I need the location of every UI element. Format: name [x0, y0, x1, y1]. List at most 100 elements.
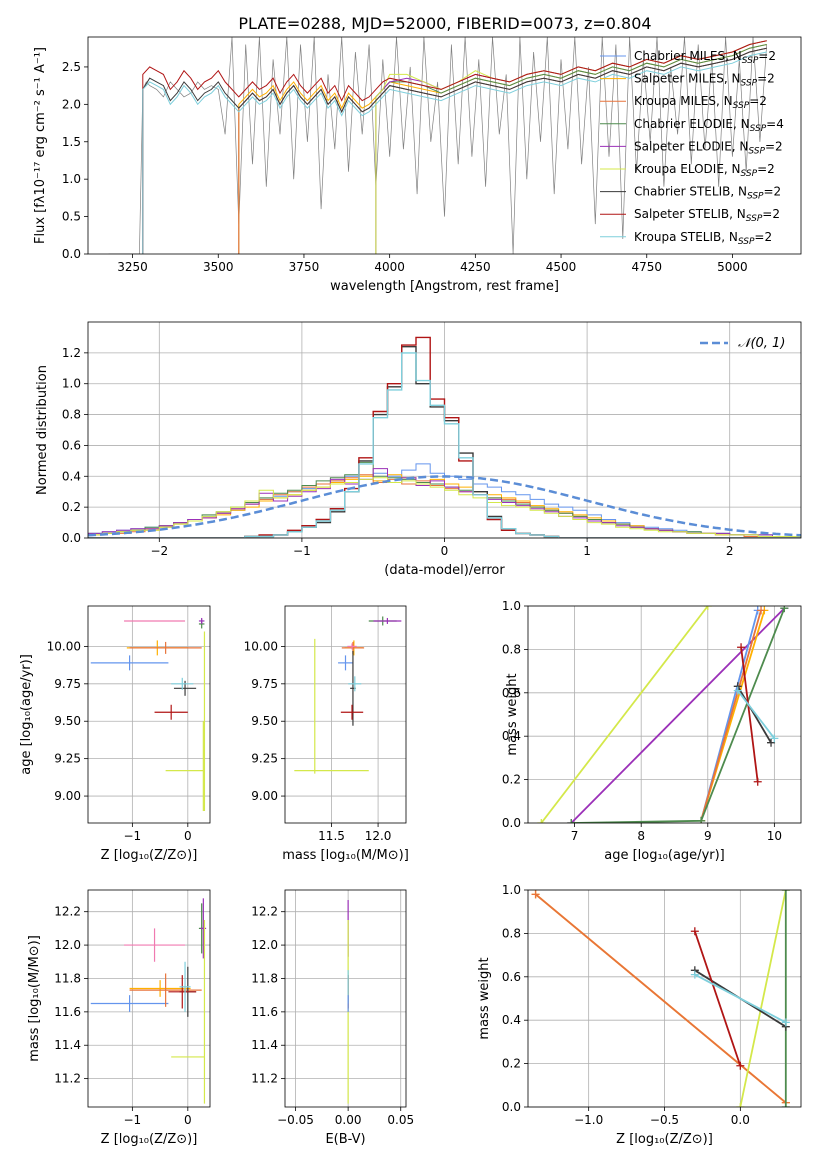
y-tick-label: 9.25 — [54, 752, 81, 766]
legend: 𝒩(0, 1) — [700, 336, 785, 351]
y-tick-label: 0.0 — [62, 247, 81, 261]
x-tick-label: 4750 — [631, 260, 662, 274]
y-tick-label: 11.6 — [54, 1005, 81, 1019]
y-axis-label: mass weight — [477, 957, 492, 1039]
x-axis-label: Z [log₁₀(Z/Z⊙)] — [101, 1132, 198, 1147]
legend-label: 𝒩(0, 1) — [738, 336, 785, 351]
y-tick-label: 1.0 — [62, 172, 81, 186]
x-tick-label: 0.0 — [731, 1113, 750, 1127]
axes-frame — [284, 605, 407, 824]
x-tick-label: 9 — [704, 829, 712, 843]
legend-label: Salpeter ELODIE, NSSP=2 — [634, 139, 783, 156]
series-marker — [567, 819, 576, 823]
axes: −0.05 0.00 0.05 11.2 11.4 11.6 11.8 12.0 12.2 E(B… — [251, 889, 414, 1147]
y-tick-label: 0.6 — [502, 970, 521, 984]
model-line-8 — [142, 51, 767, 254]
series-line-4 — [700, 610, 762, 822]
plot-area — [537, 606, 789, 823]
x-tick-label: 3250 — [117, 260, 148, 274]
plot-area — [90, 898, 207, 1104]
y-tick-label: 0.0 — [62, 531, 81, 545]
y-tick-label: 11.2 — [54, 1072, 81, 1086]
x-axis-label: wavelength [Angstrom, rest frame] — [330, 279, 559, 294]
series-marker — [781, 890, 790, 894]
grid — [528, 605, 801, 824]
y-tick-label: 1.0 — [502, 599, 521, 613]
model-line-7 — [142, 40, 767, 254]
axes: 3250 3500 3750 4000 4250 4500 4750 5000 0.0 0.5 1.… — [33, 36, 802, 294]
series-marker — [531, 890, 540, 899]
y-axis-label: mass weight — [505, 673, 520, 755]
series-marker — [767, 738, 776, 747]
residual-histogram-panel: −2 −1 0 1 2 0.0 0.2 0.4 0.6 0.8 1.0 1.2 (data-model)… — [35, 321, 802, 578]
series-marker — [690, 927, 699, 936]
mass-weight-vs-metallicity-panel: −1.0 −0.5 0.0 0.0 0.2 0.4 0.6 0.8 1.0 Z [log₁₀(Z/… — [477, 883, 802, 1147]
y-tick-label: 9.75 — [251, 677, 278, 691]
plot-area — [531, 890, 790, 1107]
y-tick-label: 11.8 — [54, 971, 81, 985]
y-tick-label: 12.0 — [251, 938, 278, 952]
x-tick-label: 7 — [571, 829, 579, 843]
x-tick-label: 0.05 — [387, 1113, 414, 1127]
series-marker — [781, 1103, 790, 1107]
x-tick-label: 0.00 — [335, 1113, 362, 1127]
legend-label: Kroupa ELODIE, NSSP=2 — [634, 162, 775, 179]
age-vs-metallicity-panel: −1 0 9.00 9.25 9.50 9.75 10.00 Z [log₁₀(Z/Z⊙)] a… — [19, 605, 211, 863]
y-tick-label: 9.50 — [54, 714, 81, 728]
y-tick-label: 9.25 — [251, 752, 278, 766]
y-axis-label: Flux [fλ10⁻¹⁷ erg cm⁻² s⁻¹ A⁻¹] — [33, 47, 48, 244]
axes: −1.0 −0.5 0.0 0.0 0.2 0.4 0.6 0.8 1.0 Z [log₁₀(Z/… — [477, 883, 802, 1147]
axes: −1 0 9.00 9.25 9.50 9.75 10.00 Z [log₁₀(Z/Z⊙)] a… — [19, 605, 211, 863]
x-tick-label: 1 — [583, 544, 591, 558]
y-tick-label: 0.0 — [502, 816, 521, 830]
x-tick-label: −1.0 — [574, 1113, 603, 1127]
axes: −1 0 11.2 11.4 11.6 11.8 12.0 12.2 Z [log₁₀(Z/Z⊙… — [27, 889, 211, 1147]
x-axis-label: E(B-V) — [325, 1132, 365, 1147]
x-tick-label: −2 — [150, 544, 168, 558]
x-tick-label: −1 — [124, 829, 142, 843]
axes-frame — [527, 889, 802, 1108]
y-tick-label: 10.00 — [244, 639, 278, 653]
legend-label: Chabrier ELODIE, NSSP=4 — [634, 117, 784, 134]
series-line-6 — [694, 973, 787, 1024]
y-tick-label: 9.00 — [54, 789, 81, 803]
mass-weight-vs-age-panel: 7 8 9 10 0.0 0.2 0.4 0.6 0.8 1.0 age [log₁₀(age/yr… — [502, 599, 802, 863]
series-marker — [753, 777, 762, 786]
x-axis-label: age [log₁₀(age/yr)] — [604, 848, 725, 863]
legend-label: Salpeter STELIB, NSSP=2 — [634, 207, 780, 224]
x-tick-label: 4250 — [460, 260, 491, 274]
y-tick-label: 2.5 — [62, 60, 81, 74]
grid — [88, 322, 801, 539]
y-tick-label: 1.0 — [62, 377, 81, 391]
mass-vs-metallicity-panel: −1 0 11.2 11.4 11.6 11.8 12.0 12.2 Z [log₁₀(Z/Z⊙… — [27, 889, 211, 1147]
model-line-6 — [142, 47, 767, 254]
figure-title: PLATE=0288, MJD=52000, FIBERID=0073, z=0… — [238, 14, 651, 33]
x-tick-label: 10 — [767, 829, 782, 843]
y-tick-label: 0.8 — [502, 926, 521, 940]
y-axis-label: Normed distribution — [35, 365, 50, 495]
age-vs-mass-panel: 11.5 12.0 9.00 9.25 9.50 9.75 10.00 mass [log₁₀… — [244, 605, 409, 863]
legend-label: Chabrier MILES, NSSP=2 — [634, 49, 776, 66]
y-tick-label: 2.0 — [62, 97, 81, 111]
y-tick-label: 9.00 — [251, 789, 278, 803]
y-tick-label: 0.6 — [62, 438, 81, 452]
x-axis-label: mass [log₁₀(M/M⊙)] — [282, 848, 409, 863]
y-tick-label: 0.4 — [502, 729, 521, 743]
series-marker — [736, 1103, 745, 1107]
axes-frame — [87, 605, 211, 824]
series-marker — [690, 970, 699, 979]
y-tick-label: 11.2 — [251, 1072, 278, 1086]
y-tick-label: 0.0 — [502, 1100, 521, 1114]
gaussian-curve — [88, 475, 801, 537]
x-tick-label: −1 — [293, 544, 311, 558]
series-line-1 — [535, 893, 787, 1104]
x-tick-label: 4000 — [374, 260, 405, 274]
legend-label: Chabrier STELIB, NSSP=2 — [634, 185, 781, 202]
plot-area — [90, 617, 206, 812]
x-tick-label: −0.5 — [650, 1113, 679, 1127]
data-spectrum-line — [108, 37, 768, 254]
x-tick-label: 5000 — [717, 260, 748, 274]
legend: Chabrier MILES, NSSP=2 Salpeter MILES, NS… — [600, 49, 784, 247]
y-tick-label: 0.8 — [62, 408, 81, 422]
